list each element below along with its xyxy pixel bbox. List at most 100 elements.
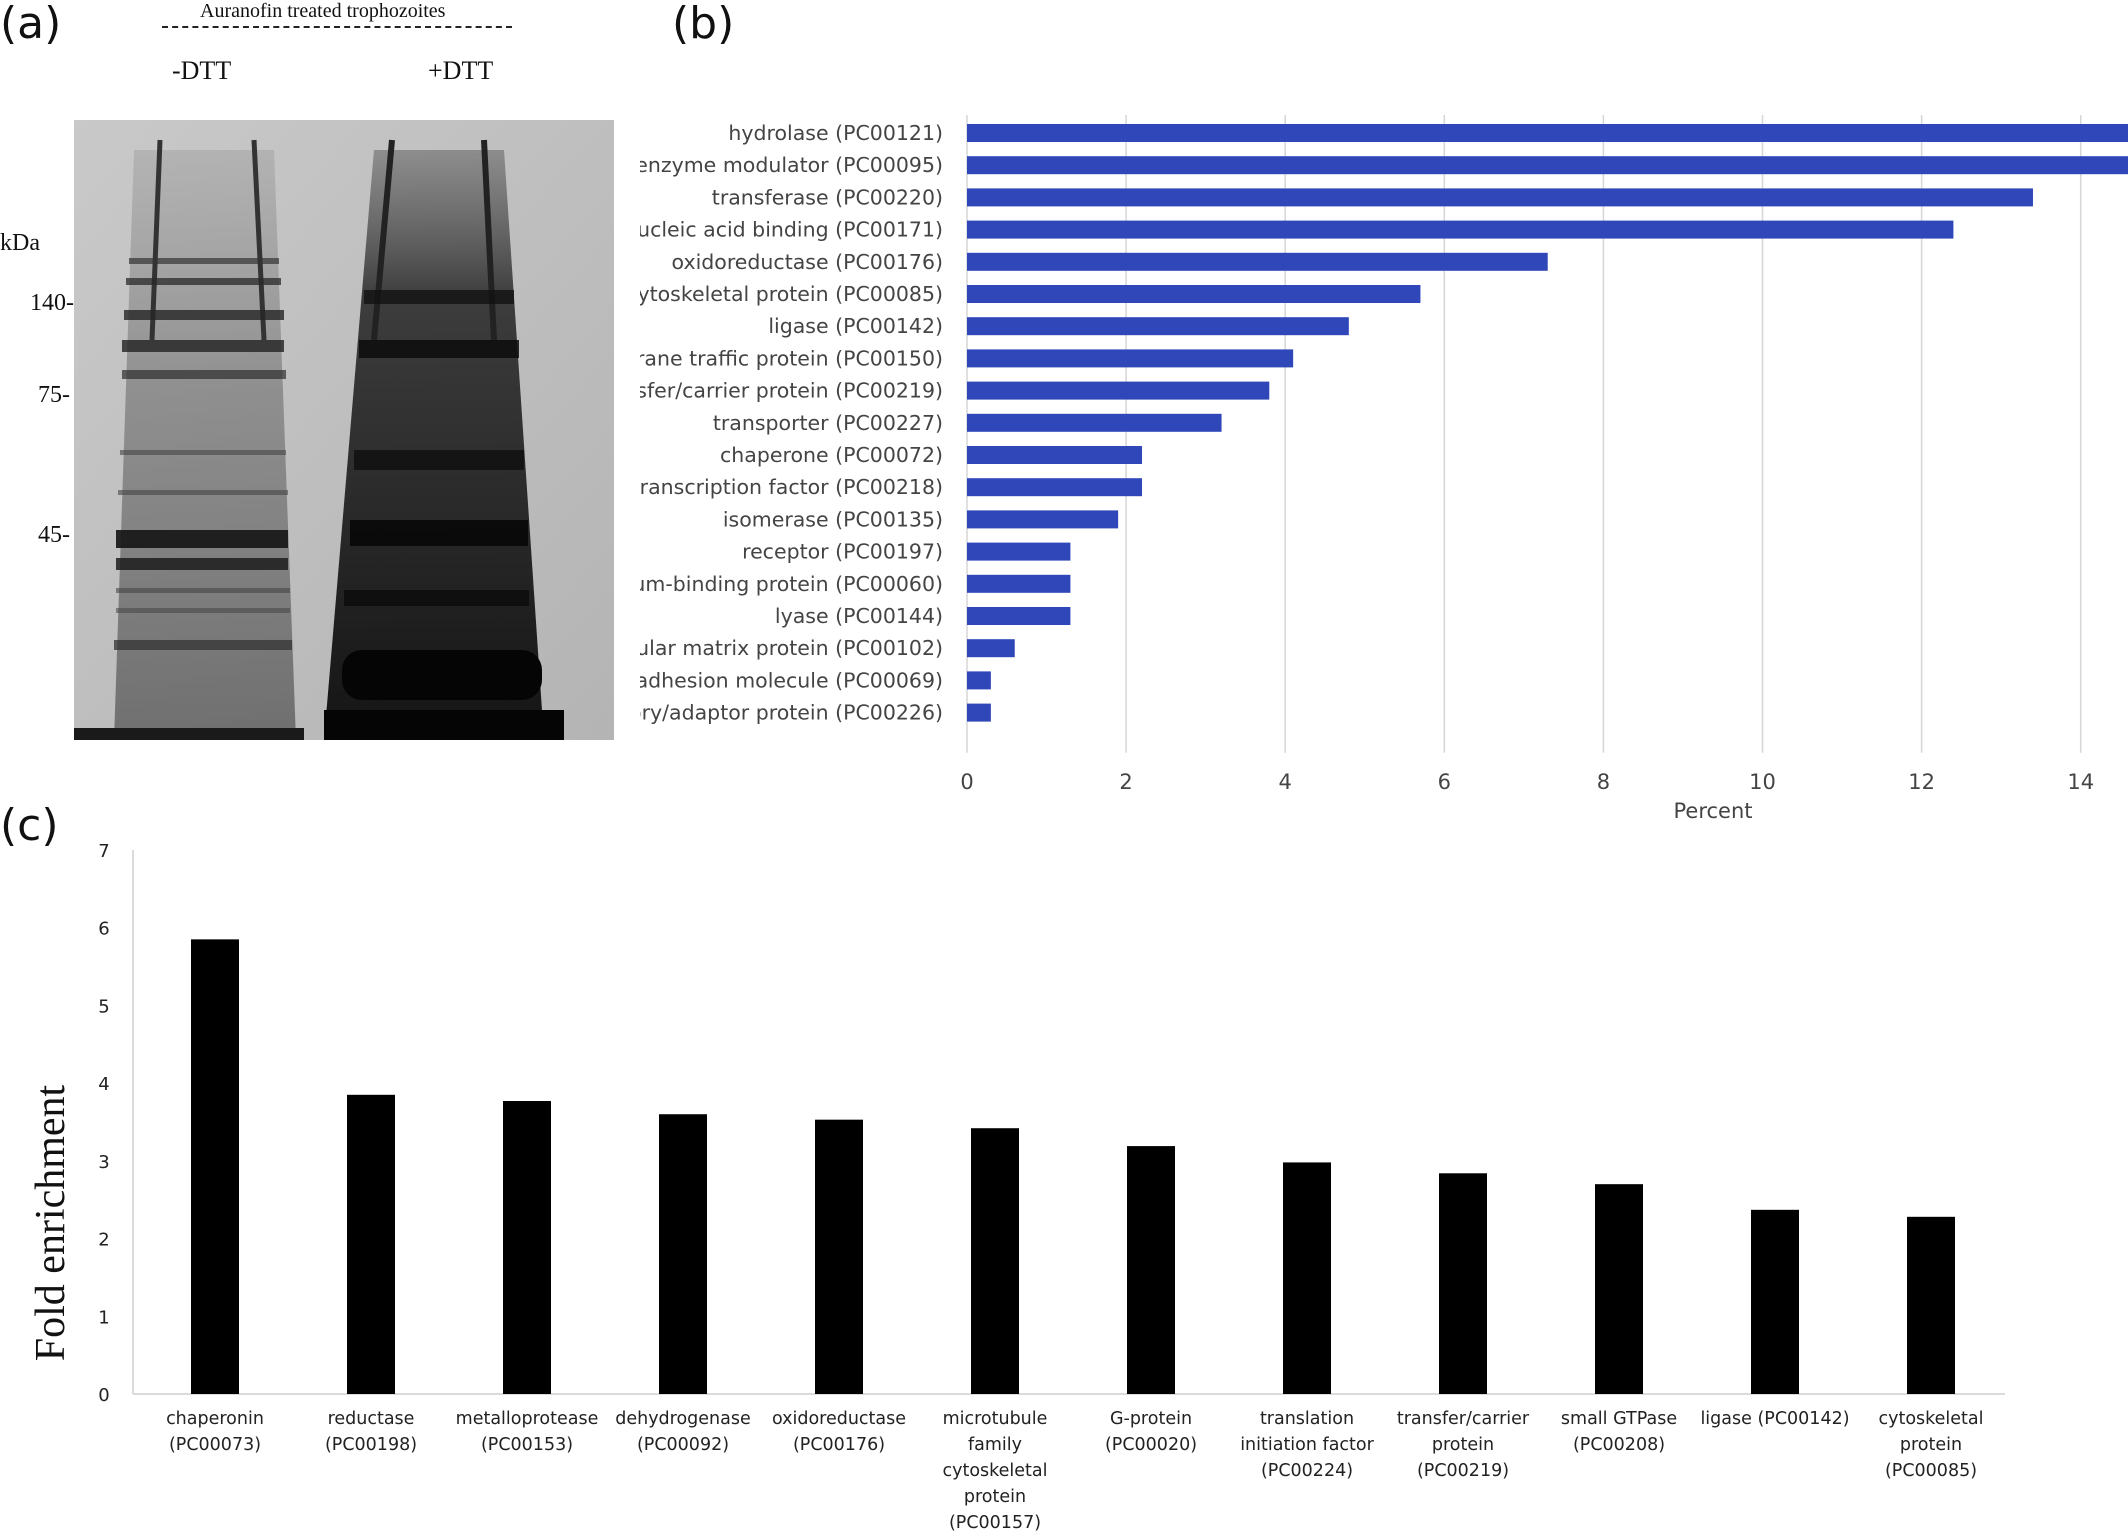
- chart-b-x-tick-label: 0: [960, 770, 973, 794]
- chart-b-bar: [967, 671, 991, 689]
- chart-b-x-tick-label: 2: [1119, 770, 1132, 794]
- chart-c-bar: [503, 1101, 551, 1394]
- chart-b-category-label: calcium-binding protein (PC00060): [640, 572, 943, 596]
- chart-b-bar: [967, 124, 2128, 142]
- chart-b-category-label: transporter (PC00227): [713, 411, 943, 435]
- chart-c-y-tick-label: 5: [98, 996, 109, 1017]
- chart-b-category-label: cell adhesion molecule (PC00069): [640, 668, 943, 692]
- chart-b-x-tick-label: 8: [1597, 770, 1610, 794]
- chart-b-x-tick-label: 4: [1279, 770, 1292, 794]
- chart-c-category-label-line: (PC00073): [169, 1435, 261, 1455]
- chart-c-category-label-line: initiation factor: [1240, 1435, 1374, 1455]
- chart-c-category-label-line: protein: [964, 1487, 1026, 1507]
- chart-c-category-label: metalloprotease (PC00153): [456, 1409, 599, 1455]
- gel-blot-image: [74, 120, 614, 740]
- chart-c-bars: [191, 939, 1955, 1394]
- chart-b-category-label: cytoskeletal protein (PC00085): [640, 282, 943, 306]
- chart-c-category-label-line: metalloprotease: [456, 1409, 599, 1429]
- chart-b-category-label: membrane traffic protein (PC00150): [640, 346, 943, 370]
- chart-c-category-label-line: transfer/carrier: [1397, 1409, 1530, 1429]
- chart-c-category-label-line: ligase (PC00142): [1700, 1409, 1849, 1429]
- gel-lane-minus-dtt: [114, 150, 296, 740]
- chart-c-bar: [191, 939, 239, 1394]
- chart-b-category-label: lyase (PC00144): [775, 604, 943, 628]
- chart-c-category-label-line: dehydrogenase: [615, 1409, 751, 1429]
- chart-c-y-tick-label: 0: [98, 1385, 109, 1406]
- chart-c-bar: [347, 1095, 395, 1394]
- chart-c-y-axis-label: Fold enrichment: [28, 1084, 74, 1361]
- panel-label-b: (b): [672, 0, 734, 49]
- chart-b-category-label: transcription factor (PC00218): [640, 475, 943, 499]
- chart-c-category-label: ligase (PC00142): [1700, 1409, 1849, 1429]
- chart-b-bar: [967, 543, 1070, 561]
- chart-b-bar: [967, 317, 1349, 335]
- chart-c-y-tick-label: 1: [98, 1307, 109, 1328]
- chart-c-category-label-line: (PC00157): [949, 1513, 1041, 1533]
- chart-b-bar: [967, 349, 1293, 367]
- lane-label-minus-dtt: -DTT: [172, 56, 231, 86]
- chart-b-x-axis-label: Percent: [1673, 799, 1752, 823]
- blot-header-dashes: [162, 26, 512, 28]
- chart-c-bar: [971, 1128, 1019, 1394]
- chart-c-category-label-line: cytoskeletal: [942, 1461, 1047, 1481]
- chart-c-bar: [659, 1114, 707, 1394]
- chart-c-category-label-line: G-protein: [1110, 1409, 1192, 1429]
- chart-b-category-label: transferase (PC00220): [712, 185, 943, 209]
- chart-c-category-label-line: family: [968, 1435, 1022, 1455]
- marker-75: 75-: [38, 382, 70, 409]
- chart-c-category-label-line: oxidoreductase: [772, 1409, 906, 1429]
- chart-b-tick-labels: 02468101214161820: [960, 770, 2128, 794]
- chart-c-category-label-line: protein: [1432, 1435, 1494, 1455]
- chart-c-category-label-line: (PC00020): [1105, 1435, 1197, 1455]
- chart-c-fold-enrichment: 01234567 chaperonin (PC00073)reductase (PC…: [0, 830, 2128, 1537]
- chart-b-category-label: extracellular matrix protein (PC00102): [640, 636, 943, 660]
- marker-140: 140-: [30, 290, 74, 317]
- chart-b-bar: [967, 221, 1953, 239]
- chart-b-category-label: receptor (PC00197): [742, 540, 943, 564]
- kda-label: kDa: [0, 230, 40, 257]
- chart-c-bar: [1283, 1162, 1331, 1394]
- chart-c-y-tick-label: 3: [98, 1152, 109, 1173]
- chart-b-category-label: ligase (PC00142): [768, 314, 943, 338]
- chart-b-bar: [967, 575, 1070, 593]
- chart-b-bar: [967, 156, 2128, 174]
- chart-c-y-tick-labels: 0 1 2 3 4 5 6 7: [98, 841, 109, 1406]
- chart-b-category-label: transmembrane receptor regulatory/adapto…: [640, 701, 943, 725]
- chart-b-bar: [967, 446, 1142, 464]
- chart-c-y-tick-label: 4: [98, 1074, 109, 1095]
- chart-c-bar: [1907, 1217, 1955, 1394]
- marker-45: 45-: [38, 522, 70, 549]
- chart-c-bar: [1127, 1146, 1175, 1394]
- chart-b-protein-class-percent: hydrolase (PC00121) enzyme modulator (PC0…: [640, 105, 2128, 830]
- chart-c-category-label: translation initiation factor (PC00224): [1240, 1409, 1374, 1481]
- chart-b-x-tick-label: 10: [1749, 770, 1776, 794]
- chart-c-category-label-line: (PC00153): [481, 1435, 573, 1455]
- chart-b-x-tick-label: 6: [1438, 770, 1451, 794]
- chart-c-category-label-line: chaperonin: [166, 1409, 264, 1429]
- chart-c-category-label-line: microtubule: [943, 1409, 1048, 1429]
- chart-b-category-label: transfer/carrier protein (PC00219): [640, 379, 943, 403]
- chart-b-category-labels: hydrolase (PC00121)enzyme modulator (PC0…: [640, 121, 943, 725]
- chart-b-bar: [967, 607, 1070, 625]
- chart-c-category-label-line: translation: [1260, 1409, 1354, 1429]
- chart-b-gridlines: [967, 115, 2128, 753]
- chart-b-category-label: hydrolase (PC00121): [728, 121, 943, 145]
- chart-b-category-label: chaperone (PC00072): [720, 443, 943, 467]
- chart-b-category-label: nucleic acid binding (PC00171): [640, 218, 943, 242]
- chart-c-category-labels: chaperonin (PC00073) reductase (PC00198) met…: [166, 1409, 1983, 1533]
- chart-c-category-label: transfer/carrier protein (PC00219): [1397, 1409, 1530, 1481]
- chart-c-bar: [1751, 1210, 1799, 1394]
- chart-c-bar: [1439, 1173, 1487, 1394]
- chart-b-bar: [967, 188, 2033, 206]
- chart-c-category-label-line: small GTPase: [1561, 1409, 1677, 1429]
- chart-c-category-label: G-protein (PC00020): [1105, 1409, 1197, 1455]
- chart-b-category-label: oxidoreductase (PC00176): [672, 250, 943, 274]
- chart-c-category-label-line: (PC00224): [1261, 1461, 1353, 1481]
- chart-c-y-tick-label: 6: [98, 919, 109, 940]
- chart-c-category-label-line: (PC00176): [793, 1435, 885, 1455]
- chart-b-category-label: isomerase (PC00135): [723, 507, 943, 531]
- chart-c-category-label-line: (PC00198): [325, 1435, 417, 1455]
- chart-c-y-tick-label: 7: [98, 841, 109, 862]
- chart-b-bar: [967, 704, 991, 722]
- chart-b-bar: [967, 253, 1548, 271]
